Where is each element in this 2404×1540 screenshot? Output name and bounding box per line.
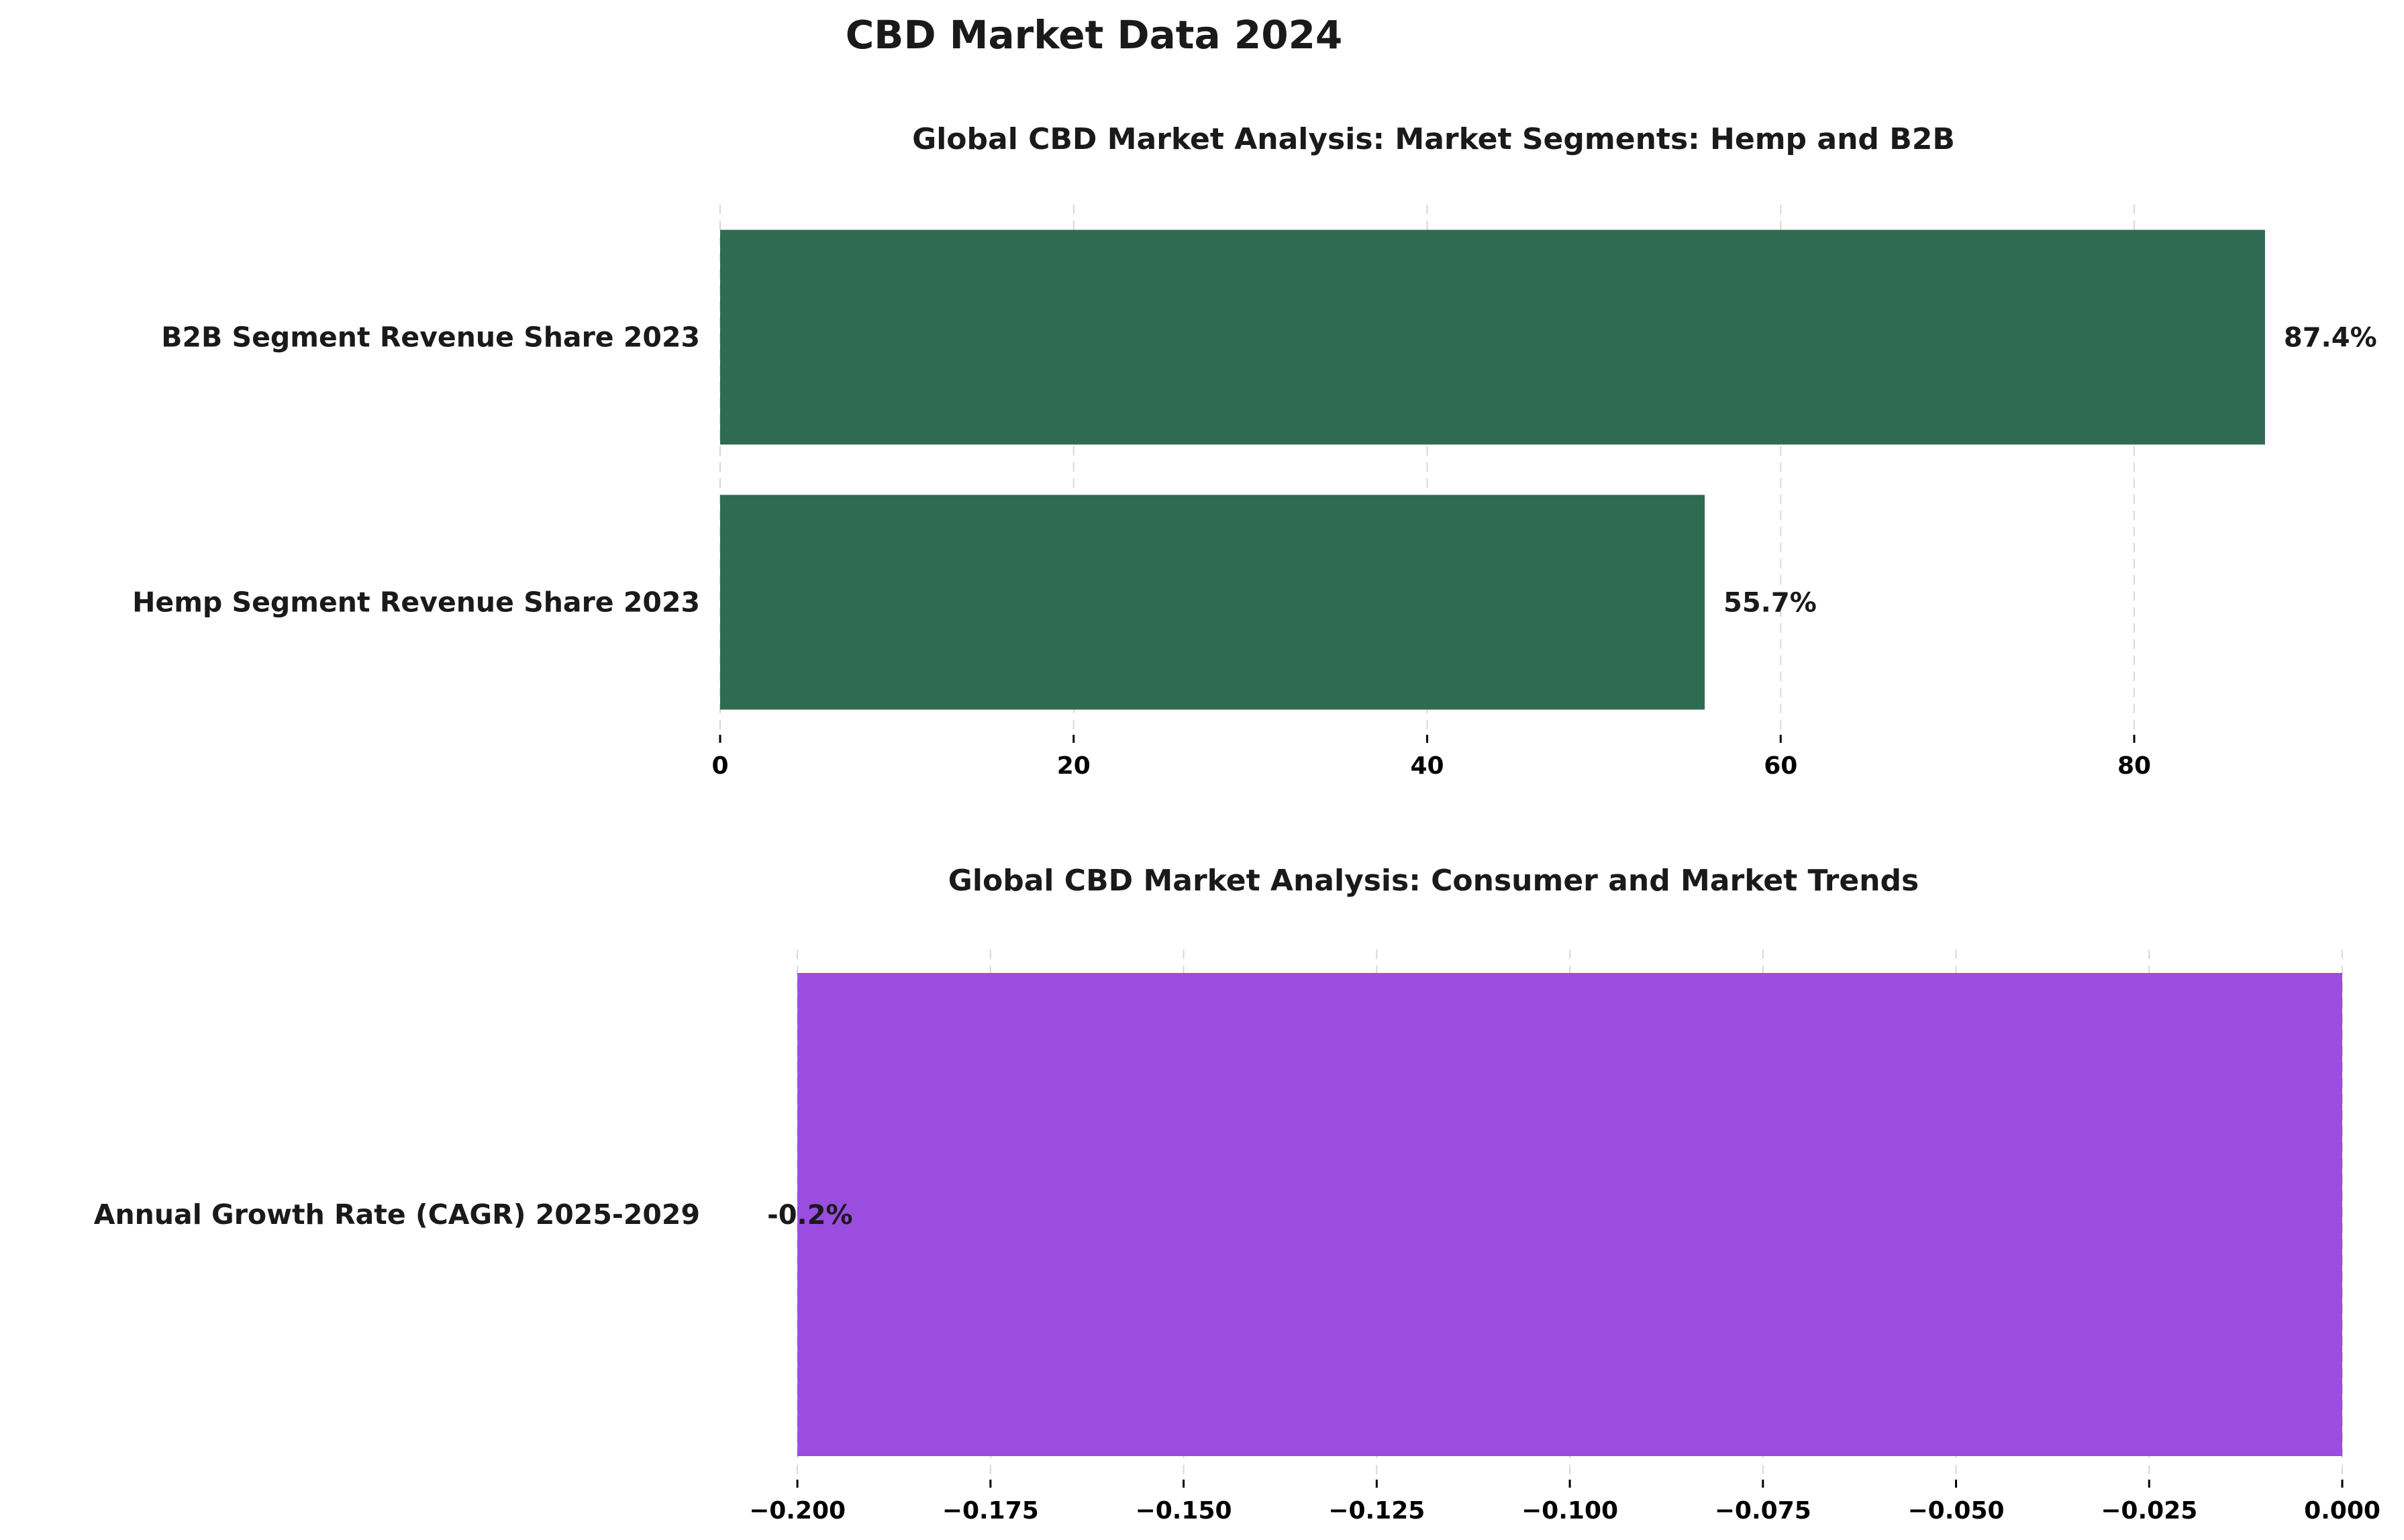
- x-tick-label: −0.175: [942, 1497, 1039, 1525]
- x-tick-label: −0.025: [2101, 1497, 2197, 1525]
- panel-0-category-labels: Hemp Segment Revenue Share 2023 B2B Segme…: [132, 321, 700, 619]
- panel-1-category-labels: Annual Growth Rate (CAGR) 2025-2029: [94, 1198, 700, 1231]
- x-tick-label: −0.150: [1136, 1497, 1232, 1525]
- bar-value-label: 87.4%: [2284, 323, 2377, 354]
- bar: [720, 495, 1705, 710]
- panel-1-bars: [797, 973, 2342, 1456]
- panel-0-title: Global CBD Market Analysis: Market Segme…: [912, 122, 1955, 156]
- bar: [797, 973, 2342, 1456]
- x-tick-label: 0.000: [2304, 1497, 2381, 1525]
- category-label: Annual Growth Rate (CAGR) 2025-2029: [94, 1198, 700, 1231]
- panel-consumer-trends: Global CBD Market Analysis: Consumer and…: [94, 864, 2381, 1525]
- panel-0-x-axis: 0 20 40 60 80: [711, 735, 2151, 780]
- bar-value-label: 55.7%: [1723, 588, 1817, 619]
- x-tick-label: −0.075: [1715, 1497, 1811, 1525]
- panel-1-x-axis: −0.200 −0.175 −0.150 −0.125 −0.100 −0.075 −0.0…: [749, 1480, 2381, 1525]
- x-tick-label: 80: [2117, 752, 2151, 780]
- figure-title: CBD Market Data 2024: [846, 12, 1343, 58]
- x-tick-label: 40: [1410, 752, 1444, 780]
- x-tick-label: 0: [711, 752, 728, 780]
- x-tick-label: −0.100: [1521, 1497, 1618, 1525]
- bar-value-label: -0.2%: [767, 1200, 853, 1231]
- panel-0-bars: [720, 229, 2265, 710]
- panel-market-segments: Global CBD Market Analysis: Market Segme…: [132, 122, 2377, 780]
- panel-1-value-labels: -0.2%: [767, 1200, 853, 1231]
- bar: [720, 229, 2265, 445]
- x-tick-label: −0.050: [1908, 1497, 2005, 1525]
- panel-1-title: Global CBD Market Analysis: Consumer and…: [948, 864, 1919, 898]
- x-tick-label: 60: [1764, 752, 1797, 780]
- category-label: Hemp Segment Revenue Share 2023: [132, 586, 700, 619]
- category-label: B2B Segment Revenue Share 2023: [161, 321, 700, 354]
- panel-0-value-labels: 55.7% 87.4%: [1723, 323, 2377, 619]
- x-tick-label: −0.125: [1328, 1497, 1425, 1525]
- x-tick-label: −0.200: [749, 1497, 846, 1525]
- x-tick-label: 20: [1057, 752, 1091, 780]
